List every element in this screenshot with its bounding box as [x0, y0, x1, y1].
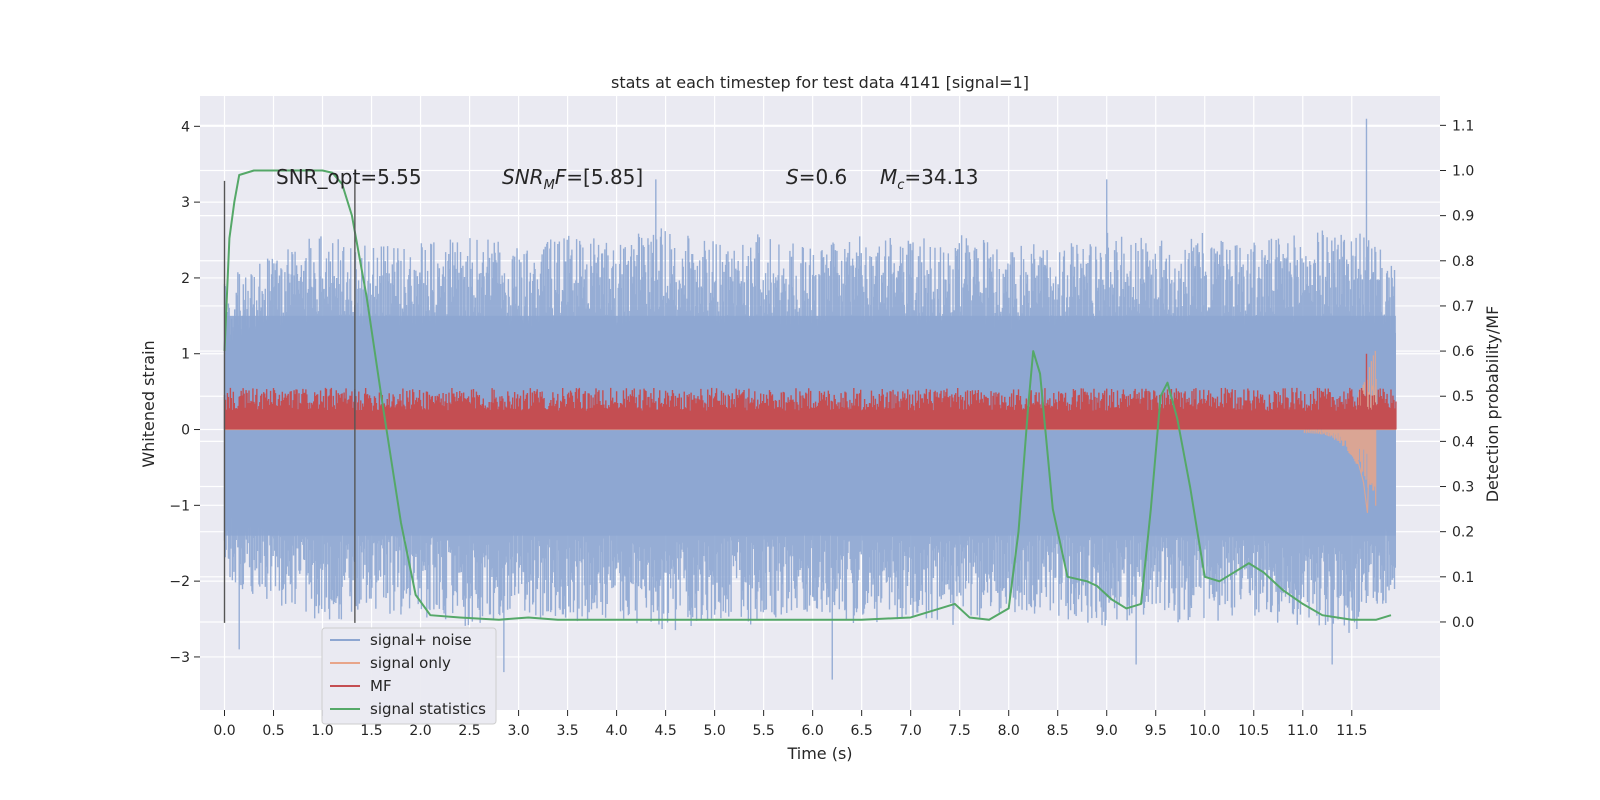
x-tick-label: 9.0 [1096, 723, 1118, 739]
x-tick-label: 6.5 [851, 723, 873, 739]
y2-tick-label: 0.0 [1452, 615, 1474, 631]
mc-val: =34.13 [904, 165, 978, 189]
x-tick-label: 6.0 [802, 723, 824, 739]
x-tick-label: 9.5 [1145, 723, 1167, 739]
y-tick-label: 0 [181, 423, 190, 439]
y-axis-title: Whitened strain [139, 340, 158, 467]
snr-mf-tail: F [555, 165, 567, 189]
x-tick-label: 2.5 [458, 723, 480, 739]
y-tick-label: −3 [169, 650, 190, 666]
mc-sub: c [897, 178, 904, 193]
legend: signal+ noise signal only MF signal stat… [321, 627, 497, 725]
y2-axis-title: Detection probability/MF [1483, 306, 1502, 503]
x-tick-label: 10.0 [1189, 723, 1220, 739]
annotation-snr-opt: SNR_opt=5.55 [276, 165, 422, 189]
y-tick-label: 2 [181, 271, 190, 287]
y-tick-label: 3 [181, 195, 190, 211]
x-axis-title: Time (s) [786, 744, 852, 763]
legend-label-mf: MF [370, 677, 392, 695]
y2-tick-label: 0.7 [1452, 299, 1474, 315]
x-tick-label: 0.0 [213, 723, 235, 739]
legend-label-signal-statistics: signal statistics [370, 700, 486, 718]
legend-box [321, 627, 497, 725]
legend-label-signal-noise: signal+ noise [370, 631, 472, 649]
chart-title: stats at each timestep for test data 414… [611, 73, 1029, 92]
y2-tick-label: 0.2 [1452, 525, 1474, 541]
x-tick-label: 8.5 [1047, 723, 1069, 739]
y2-tick-label: 1.0 [1452, 163, 1474, 179]
x-tick-label: 7.0 [900, 723, 922, 739]
y2-tick-label: 0.9 [1452, 209, 1474, 225]
y-axis-ticks: 4 3 2 1 0 −1 −2 −3 [169, 119, 200, 666]
x-tick-label: 10.5 [1238, 723, 1269, 739]
y2-tick-label: 0.4 [1452, 434, 1474, 450]
y-tick-label: 4 [181, 119, 190, 135]
series-signal-statistics [223, 169, 1392, 621]
x-axis-ticks: 0.0 0.5 1.0 1.5 2.0 2.5 3.0 3.5 4.0 4.5 5.0 5.5 6.0 6… [213, 710, 1367, 739]
x-tick-label: 4.0 [605, 723, 627, 739]
annotation-s: S=0.6 [786, 165, 847, 189]
series-layer [223, 118, 1397, 680]
snr-mf-val: =[5.85] [566, 165, 643, 189]
y-tick-label: 1 [181, 347, 190, 363]
snr-mf-var: SNR [502, 165, 544, 189]
s-val: =0.6 [799, 165, 848, 189]
y2-tick-label: 1.1 [1452, 118, 1474, 134]
x-tick-label: 7.5 [949, 723, 971, 739]
x-tick-label: 11.0 [1287, 723, 1318, 739]
y-tick-label: −1 [169, 498, 190, 514]
x-tick-label: 2.0 [409, 723, 431, 739]
vertical-markers [223, 180, 356, 623]
x-tick-label: 0.5 [262, 723, 284, 739]
x-tick-label: 5.0 [703, 723, 725, 739]
x-tick-label: 3.0 [507, 723, 529, 739]
x-tick-label: 4.5 [654, 723, 676, 739]
x-tick-label: 5.5 [753, 723, 775, 739]
y-tick-label: −2 [169, 574, 190, 590]
x-tick-label: 1.5 [360, 723, 382, 739]
y2-tick-label: 0.8 [1452, 254, 1474, 270]
snr-mf-sub: M [544, 178, 555, 193]
s-var: S [786, 165, 799, 189]
x-tick-label: 3.5 [556, 723, 578, 739]
y2-tick-label: 0.6 [1452, 344, 1474, 360]
y2-tick-label: 0.3 [1452, 480, 1474, 496]
x-tick-label: 11.5 [1336, 723, 1367, 739]
legend-label-signal-only: signal only [370, 654, 451, 672]
x-tick-label: 8.0 [998, 723, 1020, 739]
annotation-mc: Mc=34.13 [880, 165, 978, 193]
y2-tick-label: 0.1 [1452, 570, 1474, 586]
y2-tick-label: 0.5 [1452, 389, 1474, 405]
x-tick-label: 1.0 [311, 723, 333, 739]
annotation-snr-mf: SNRMF=[5.85] [502, 165, 643, 193]
mc-var: M [880, 165, 897, 189]
y2-axis-ticks: 1.1 1.0 0.9 0.8 0.7 0.6 0.5 0.4 0.3 0.2 0.1 0.0 [1440, 118, 1474, 631]
